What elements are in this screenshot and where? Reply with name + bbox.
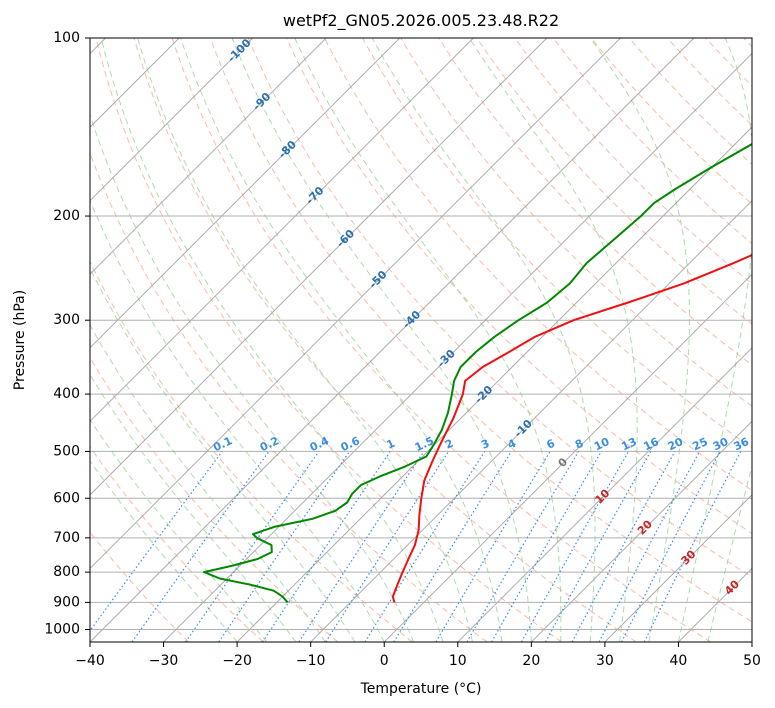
isotherm xyxy=(90,38,254,202)
mixing-ratio-line xyxy=(131,451,270,642)
y-tick-label: 900 xyxy=(53,594,80,610)
temperature-profile xyxy=(391,253,752,603)
x-tick-label: 50 xyxy=(743,653,761,669)
y-tick-label: 300 xyxy=(53,312,80,328)
axes: −40 −30 −20 −10 0 10 20 30 40 50 100 200 300 400 500 60… xyxy=(44,30,761,669)
mixing-ratio-line xyxy=(520,451,630,642)
x-tick-label: 30 xyxy=(596,653,614,669)
dry-adiabat xyxy=(171,38,712,642)
mixing-ratio-label: 16 xyxy=(642,435,662,453)
isotherm xyxy=(604,494,752,642)
x-axis-label: Temperature (°C) xyxy=(360,681,482,697)
plot-background xyxy=(90,38,752,642)
x-tick-label: −10 xyxy=(296,653,326,669)
x-tick-label: 0 xyxy=(380,653,389,669)
isotherm xyxy=(90,38,474,423)
y-tick-label: 500 xyxy=(53,443,80,459)
moist-adiabat xyxy=(90,199,385,642)
moist-adiabat xyxy=(707,464,752,642)
dry-adiabat xyxy=(90,356,339,642)
dewpoint-profile xyxy=(203,142,752,604)
moist-adiabat xyxy=(137,38,473,642)
mixing-ratio-label: 10 xyxy=(592,435,612,453)
mixing-ratio-label: 36 xyxy=(732,435,752,453)
background-lines xyxy=(90,38,752,642)
x-tick-label: −30 xyxy=(149,653,179,669)
moist-adiabat xyxy=(294,38,562,642)
x-tick-label: 40 xyxy=(670,653,688,669)
isotherm xyxy=(90,38,695,642)
isotherm xyxy=(530,420,752,642)
isotherm xyxy=(751,641,752,642)
mixing-ratio-line xyxy=(545,451,652,642)
dry-adiabat xyxy=(90,260,413,642)
dry-adiabat xyxy=(514,38,752,285)
y-tick-label: 400 xyxy=(53,386,80,402)
dry-adiabat xyxy=(90,445,264,642)
dry-adiabat xyxy=(247,38,752,578)
moist-adiabat xyxy=(231,38,532,642)
y-axis-label: Pressure (hPa) xyxy=(12,290,28,390)
moist-adiabat xyxy=(371,38,596,642)
isotherm xyxy=(310,199,752,642)
dry-adiabat xyxy=(95,38,562,642)
mixing-ratio-line xyxy=(298,451,425,642)
y-tick-label: 800 xyxy=(53,564,80,580)
x-tick-label: 20 xyxy=(522,653,540,669)
dry-adiabat xyxy=(133,38,637,642)
mixing-ratio-line xyxy=(261,451,391,642)
isotherm xyxy=(90,38,548,496)
moist-adiabat xyxy=(100,38,444,642)
mixing-ratio-line xyxy=(393,451,512,642)
x-tick-label: −20 xyxy=(222,653,252,669)
mixing-ratio-line xyxy=(90,451,223,632)
mixing-ratio-label: 13 xyxy=(619,435,638,453)
mixing-ratio-line xyxy=(325,451,450,642)
y-tick-label: 100 xyxy=(53,30,80,46)
profile-lines xyxy=(203,142,752,604)
mixing-ratio-label: 20 xyxy=(666,435,686,453)
mixing-ratio-line xyxy=(571,451,676,642)
x-tick-label: 10 xyxy=(449,653,467,669)
mixing-ratio-label: 25 xyxy=(690,435,709,453)
isotherm xyxy=(90,38,327,275)
isotherm xyxy=(383,273,752,642)
moist-adiabat xyxy=(468,38,638,642)
dry-adiabat xyxy=(324,38,752,491)
chart-title: wetPf2_GN05.2026.005.23.48.R22 xyxy=(283,11,559,31)
y-tick-label: 700 xyxy=(53,530,80,546)
y-tick-label: 600 xyxy=(53,490,80,506)
moist-adiabat xyxy=(180,38,503,642)
isotherm xyxy=(457,347,752,642)
isotherm xyxy=(236,126,752,642)
mixing-ratio-line xyxy=(643,451,742,642)
dry-adiabat xyxy=(209,38,752,623)
mixing-ratio-line xyxy=(185,451,320,642)
dry-adiabat xyxy=(285,38,752,535)
plot-frame xyxy=(89,37,753,643)
isotherm xyxy=(90,38,401,349)
isotherm xyxy=(90,38,621,570)
moist-adiabat xyxy=(677,38,752,642)
x-tick-label: −40 xyxy=(75,653,105,669)
y-tick-label: 1000 xyxy=(44,621,80,637)
mixing-ratio-label: 30 xyxy=(711,435,731,453)
mixing-ratio-line xyxy=(218,451,351,642)
y-tick-label: 200 xyxy=(53,208,80,224)
moist-adiabat xyxy=(90,460,238,642)
